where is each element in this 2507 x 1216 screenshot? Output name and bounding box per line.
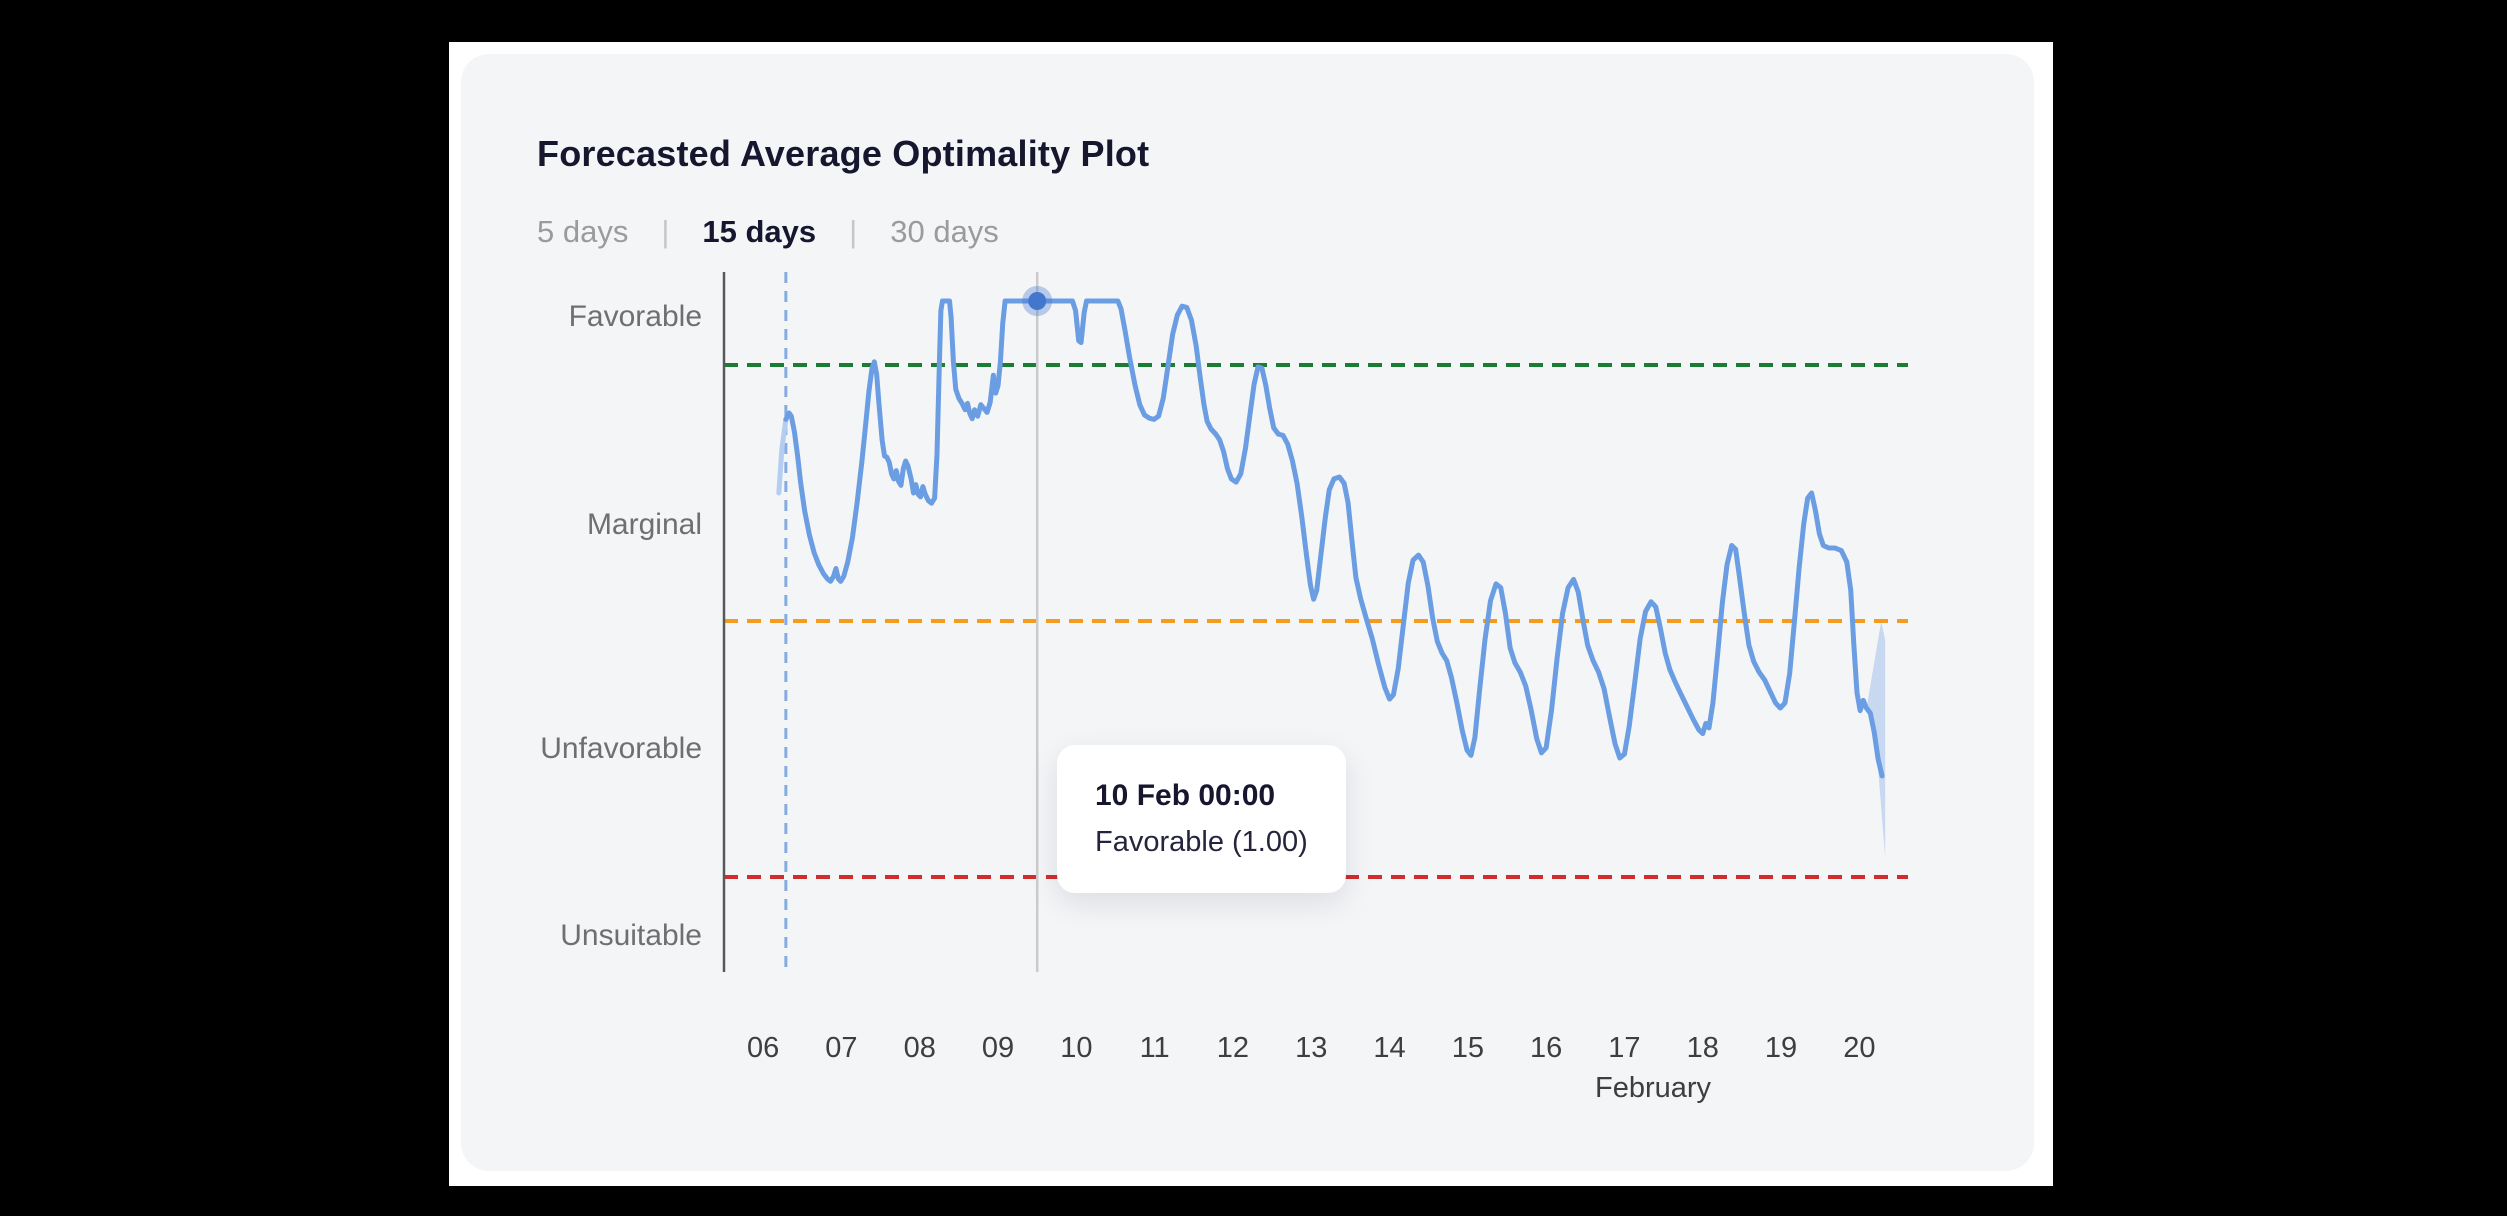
range-tabs: 5 days | 15 days | 30 days: [537, 214, 999, 250]
x-tick-label: 08: [903, 1032, 936, 1064]
x-tick-label: 18: [1686, 1032, 1719, 1064]
past-line: [776, 416, 789, 496]
x-tick-label: 14: [1373, 1032, 1406, 1064]
x-tick-label: 07: [825, 1032, 858, 1064]
tab-5-days[interactable]: 5 days: [537, 214, 629, 249]
y-axis-label: Unsuitable: [560, 919, 702, 953]
tab-separator: |: [849, 214, 858, 249]
x-tick-label: 12: [1216, 1032, 1250, 1064]
tab-15-days[interactable]: 15 days: [702, 214, 817, 249]
x-tick-label: 11: [1139, 1032, 1170, 1064]
x-tick-label: 19: [1764, 1032, 1798, 1064]
page-title: Forecasted Average Optimality Plot: [537, 133, 1150, 174]
y-axis-label: Favorable: [568, 300, 702, 334]
x-axis-month-label: February: [1594, 1072, 1712, 1104]
tab-30-days[interactable]: 30 days: [890, 214, 999, 249]
y-axis-label: Unfavorable: [540, 732, 702, 766]
y-axis-label: Marginal: [586, 508, 702, 542]
tab-separator: |: [661, 214, 670, 249]
x-tick-label: 20: [1843, 1032, 1876, 1064]
forecast-line[interactable]: [783, 298, 1885, 779]
x-tick-label: 13: [1295, 1032, 1328, 1064]
tooltip: 10 Feb 00:00 Favorable (1.00): [1057, 745, 1346, 893]
tooltip-datetime: 10 Feb 00:00: [1095, 779, 1276, 812]
x-tick-label: 17: [1608, 1032, 1641, 1064]
x-tick-label: 09: [981, 1032, 1015, 1064]
selected-point-marker[interactable]: [1028, 292, 1047, 310]
x-tick-label: 16: [1530, 1032, 1563, 1064]
x-tick-label: 15: [1451, 1032, 1484, 1064]
x-tick-label: 06: [747, 1032, 780, 1064]
x-tick-label: 10: [1060, 1032, 1093, 1064]
tooltip-value: Favorable (1.00): [1095, 826, 1308, 858]
